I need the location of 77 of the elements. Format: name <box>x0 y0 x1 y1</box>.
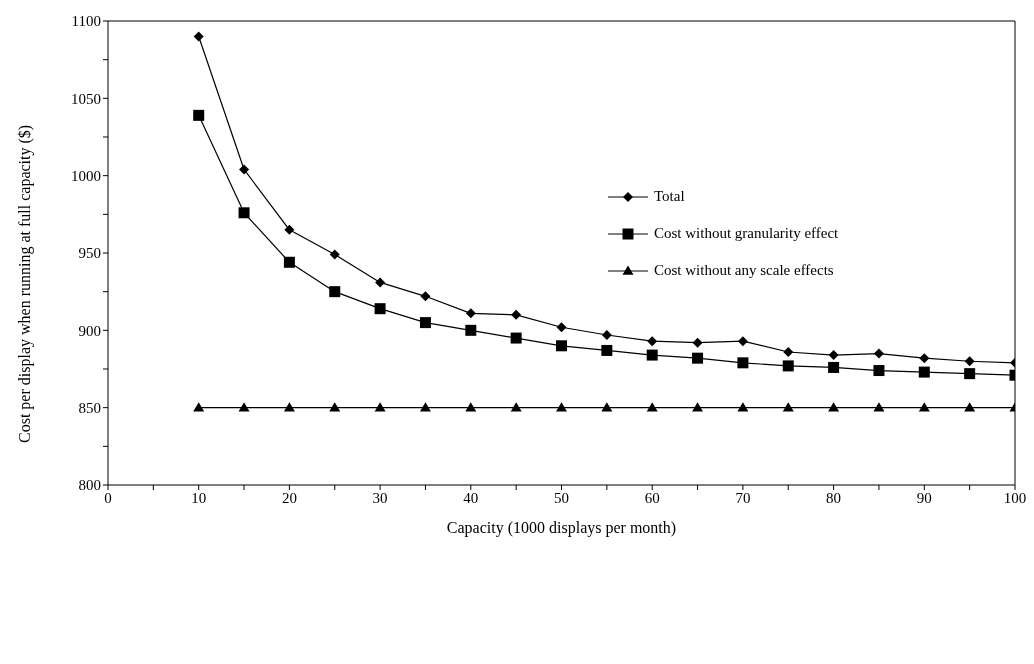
point <box>873 402 885 412</box>
y-tick-label: 1050 <box>71 90 101 107</box>
point <box>918 366 930 378</box>
point <box>419 317 431 329</box>
x-tick-label: 70 <box>735 489 751 506</box>
point <box>374 303 386 315</box>
point <box>510 332 522 344</box>
legend-label: Cost without any scale effects <box>654 262 834 279</box>
point <box>329 286 341 298</box>
point <box>737 402 749 412</box>
point <box>964 402 976 412</box>
point <box>238 402 250 412</box>
point <box>239 164 250 175</box>
point <box>918 402 930 412</box>
point <box>692 402 704 412</box>
point <box>238 207 250 219</box>
point <box>692 352 704 364</box>
legend-label: Cost without granularity effect <box>654 225 839 242</box>
point <box>828 361 840 373</box>
point <box>511 309 522 320</box>
point <box>873 348 884 359</box>
point <box>783 346 794 357</box>
point <box>375 277 386 288</box>
point <box>828 350 839 361</box>
y-tick-label: 850 <box>78 399 101 416</box>
point <box>737 357 749 369</box>
legend-label: Total <box>654 188 685 205</box>
y-tick-label: 1100 <box>71 13 101 30</box>
point <box>646 349 658 361</box>
point <box>374 402 386 412</box>
point <box>646 402 658 412</box>
point <box>964 368 976 380</box>
x-tick-label: 60 <box>644 489 660 506</box>
y-tick-label: 1000 <box>71 167 101 184</box>
y-axis-title: Cost per display when running at full capacity ($) <box>15 124 34 443</box>
point <box>737 336 748 347</box>
point <box>283 402 295 412</box>
point <box>465 402 477 412</box>
y-tick-label: 950 <box>78 245 101 262</box>
point <box>329 249 340 260</box>
x-tick-label: 90 <box>916 489 932 506</box>
point <box>465 324 477 336</box>
point <box>964 356 975 367</box>
point <box>919 353 930 364</box>
point <box>420 291 431 302</box>
x-tick-label: 10 <box>191 489 207 506</box>
x-axis-title: Capacity (1000 displays per month) <box>446 519 677 537</box>
x-tick-label: 40 <box>463 489 479 506</box>
point <box>419 402 431 412</box>
point <box>556 402 567 412</box>
x-tick-label: 80 <box>826 489 842 506</box>
point <box>284 224 295 235</box>
x-tick-label: 50 <box>554 489 569 506</box>
point <box>692 337 703 348</box>
point <box>193 109 205 121</box>
x-tick-label: 100 <box>1003 489 1027 506</box>
point <box>193 31 204 42</box>
x-tick-label: 30 <box>372 489 388 506</box>
point <box>782 402 794 412</box>
y-tick-label: 800 <box>78 477 101 494</box>
point <box>556 322 567 333</box>
point <box>601 329 612 340</box>
point <box>828 402 840 412</box>
point <box>510 402 522 412</box>
point <box>329 402 341 412</box>
point <box>782 360 794 372</box>
y-tick-label: 900 <box>78 322 101 339</box>
point <box>283 256 295 268</box>
point <box>873 365 885 377</box>
point <box>601 402 613 412</box>
point <box>193 402 205 412</box>
point <box>556 340 567 352</box>
point <box>601 344 613 356</box>
x-tick-label: 0 <box>104 489 112 506</box>
x-tick-label: 20 <box>281 489 297 506</box>
point <box>465 308 476 319</box>
point <box>647 336 658 347</box>
